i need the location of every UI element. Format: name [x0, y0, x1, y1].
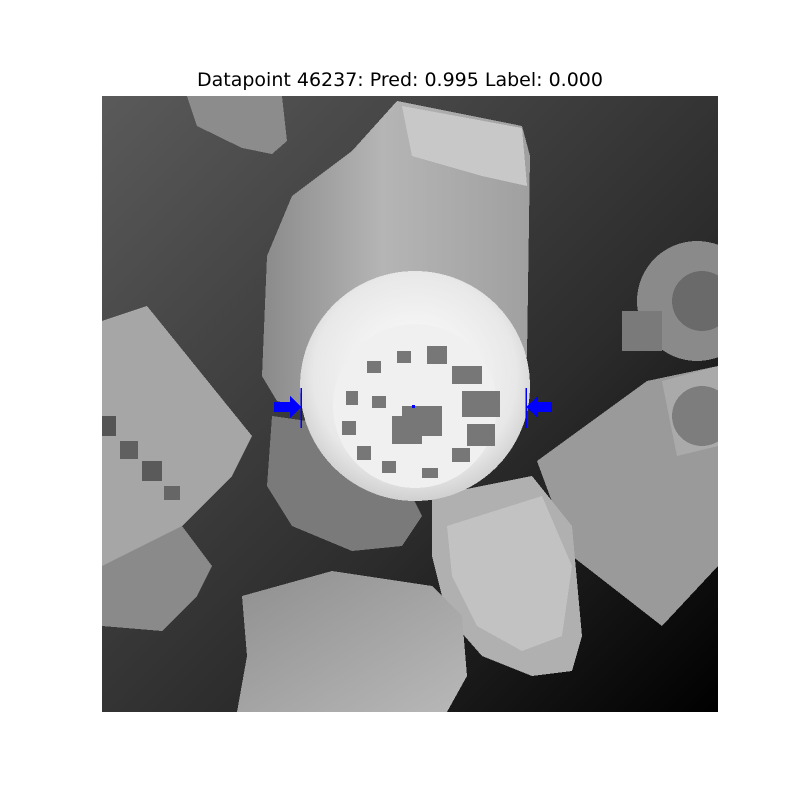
figure-title: Datapoint 46237: Pred: 0.995 Label: 0.00… [197, 69, 603, 91]
depth-image [102, 96, 718, 712]
bottom-tube [237, 571, 467, 712]
grasp-markers [274, 388, 552, 428]
grasp-center [412, 405, 415, 408]
wheel-holes [342, 346, 500, 478]
top-small-object [187, 96, 287, 154]
left-box [102, 306, 252, 566]
grasp-left-arrow [274, 396, 301, 418]
grasp-right-arrow [526, 396, 552, 418]
